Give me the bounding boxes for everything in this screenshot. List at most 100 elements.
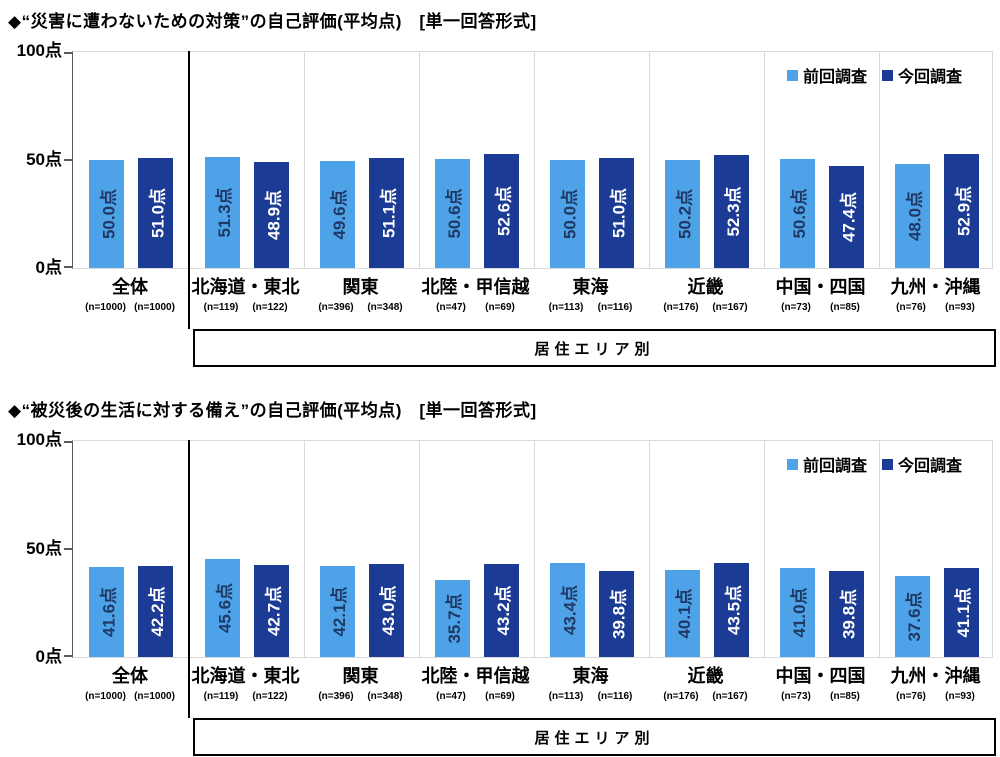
y-axis-tick (64, 159, 73, 161)
category-gridline (649, 52, 650, 268)
sample-size-label: (n=176) (663, 302, 699, 313)
legend-label-previous-survey: 前回調査 (802, 458, 867, 475)
bar-current-survey: 51.0点 (138, 158, 173, 268)
y-axis-tick (64, 548, 73, 550)
bar-current-survey: 52.3点 (713, 155, 749, 268)
bar-previous-survey: 50.0点 (549, 160, 585, 268)
sample-size-label: (n=73) (781, 691, 811, 702)
bar-current-survey: 48.9点 (253, 162, 289, 268)
category-gridline (304, 52, 305, 268)
bar-previous-survey: 50.6点 (434, 159, 470, 268)
category-label: 東海 (572, 666, 609, 686)
legend-item-previous-survey: 前回調査 (786, 452, 867, 476)
bar-previous-survey: 40.1点 (664, 570, 700, 657)
bar-current-survey: 51.1点 (368, 158, 404, 268)
bar-current-survey: 51.0点 (598, 158, 634, 268)
sample-size-label: (n=119) (203, 691, 239, 702)
category-label: 九州・沖縄 (890, 666, 981, 686)
sample-size-label: (n=113) (548, 302, 584, 313)
category-gridline (879, 441, 880, 657)
category-label: 全体 (112, 666, 148, 686)
category-gridline (649, 441, 650, 657)
bar-current-survey: 52.6点 (483, 154, 519, 268)
plot-area: 50.0点 51.0点 51.3点 48.9点 49.6点 51.1点 50.6点 52.6点… (64, 51, 993, 269)
legend-swatch-previous-survey-icon (786, 458, 798, 470)
sample-size-label: (n=1000) (85, 691, 126, 702)
sample-size-label: (n=1000) (85, 302, 126, 313)
bar-current-survey: 43.0点 (368, 564, 404, 657)
bar-current-survey: 39.8点 (598, 571, 634, 657)
category-label: 北陸・甲信越 (421, 277, 530, 297)
category-label: 関東 (342, 277, 379, 297)
bar-previous-survey: 41.6点 (89, 567, 124, 657)
sample-size-label: (n=73) (781, 302, 811, 313)
sample-size-label: (n=47) (436, 691, 466, 702)
overall-vs-area-separator-line (188, 440, 190, 718)
bar-current-survey: 52.9点 (943, 154, 979, 268)
bar-current-survey: 43.5点 (713, 563, 749, 657)
sample-size-label: (n=69) (485, 302, 515, 313)
category-gridline (534, 441, 535, 657)
bar-previous-survey: 45.6点 (204, 559, 240, 657)
residential-area-group-label: 居住エリア別 (534, 340, 655, 358)
bar-current-survey: 42.2点 (138, 566, 173, 657)
legend: 前回調査 今回調査 (786, 452, 962, 476)
category-label: 北海道・東北 (191, 277, 300, 297)
category-label: 近畿 (687, 666, 724, 686)
legend-label-previous-survey: 前回調査 (802, 69, 867, 86)
bar-current-survey: 47.4点 (828, 166, 864, 268)
category-gridline (419, 441, 420, 657)
sample-size-label: (n=167) (712, 691, 748, 702)
sample-size-label: (n=348) (367, 302, 403, 313)
legend-item-current-survey: 今回調査 (881, 63, 962, 87)
category-label: 九州・沖縄 (890, 277, 981, 297)
sample-size-label: (n=176) (663, 691, 699, 702)
sample-size-label: (n=47) (436, 302, 466, 313)
legend-swatch-current-survey-icon (881, 458, 893, 470)
category-label: 近畿 (687, 277, 724, 297)
bar-previous-survey: 41.0点 (779, 568, 815, 657)
y-axis-tick (64, 441, 73, 443)
bar-value-label: 52.9点 (953, 185, 973, 237)
plot-area: 41.6点 42.2点 45.6点 42.7点 42.1点 43.0点 35.7点 43.2点… (64, 440, 993, 658)
sample-size-label: (n=396) (318, 302, 354, 313)
sample-size-label: (n=348) (367, 691, 403, 702)
sample-size-label: (n=122) (252, 302, 288, 313)
legend-swatch-previous-survey-icon (786, 69, 798, 81)
y-axis-tick (64, 52, 73, 54)
bar-current-survey: 43.2点 (483, 564, 519, 657)
bar-previous-survey: 37.6点 (894, 576, 930, 657)
bar-previous-survey: 50.2点 (664, 160, 700, 268)
y-axis-tick (64, 655, 73, 657)
bar-previous-survey: 51.3点 (204, 157, 240, 268)
legend: 前回調査 今回調査 (786, 63, 962, 87)
sample-size-label: (n=69) (485, 691, 515, 702)
chart-title: ◆“災害に遭わないための対策”の自己評価(平均点) [単一回答形式] (8, 12, 537, 31)
category-label: 東海 (572, 277, 609, 297)
y-axis-label-50: 50点 (26, 539, 62, 558)
category-gridline (304, 441, 305, 657)
bar-current-survey: 41.1点 (943, 568, 979, 657)
sample-size-label: (n=76) (896, 302, 926, 313)
bar-previous-survey: 50.6点 (779, 159, 815, 268)
legend-swatch-current-survey-icon (881, 69, 893, 81)
residential-area-group-box: 居住エリア別 (193, 329, 996, 367)
sample-size-label: (n=93) (945, 691, 975, 702)
bar-current-survey: 42.7点 (253, 565, 289, 657)
chart-title: ◆“被災後の生活に対する備え”の自己評価(平均点) [単一回答形式] (8, 401, 537, 420)
sample-size-label: (n=1000) (134, 691, 175, 702)
bar-value-label: 41.1点 (953, 587, 973, 638)
chart-disaster-avoidance-measures: ◆“災害に遭わないための対策”の自己評価(平均点) [単一回答形式] 100点 … (0, 0, 1000, 368)
bar-current-survey: 39.8点 (828, 571, 864, 657)
bar-previous-survey: 50.0点 (89, 160, 124, 268)
bar-previous-survey: 48.0点 (894, 164, 930, 268)
category-gridline (764, 52, 765, 268)
sample-size-label: (n=122) (252, 691, 288, 702)
legend-label-current-survey: 今回調査 (897, 69, 962, 86)
category-label: 北海道・東北 (191, 666, 300, 686)
residential-area-group-label: 居住エリア別 (534, 729, 655, 747)
sample-size-label: (n=116) (597, 302, 633, 313)
category-label: 中国・四国 (775, 666, 866, 686)
chart-post-disaster-preparedness: ◆“被災後の生活に対する備え”の自己評価(平均点) [単一回答形式] 100点 … (0, 389, 1000, 757)
